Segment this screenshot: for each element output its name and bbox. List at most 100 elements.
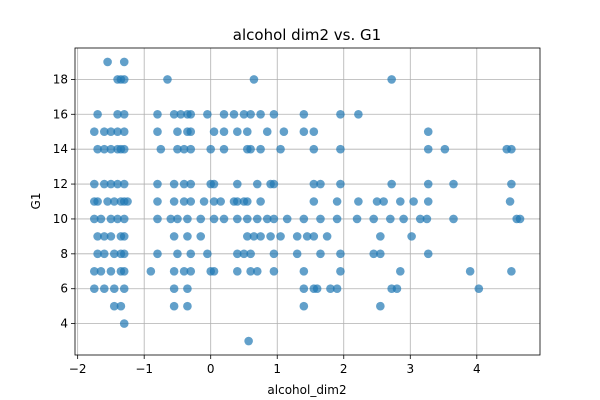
scatter-point — [89, 127, 99, 137]
scatter-point — [302, 232, 312, 241]
scatter-point — [242, 232, 252, 241]
scatter-point — [396, 266, 405, 276]
scatter-point — [282, 214, 292, 224]
scatter-point — [332, 197, 342, 206]
y-tick-label: 6 — [60, 282, 68, 296]
scatter-point — [269, 266, 279, 276]
scatter-point — [392, 284, 402, 294]
scatter-point — [376, 232, 385, 241]
scatter-point — [336, 144, 345, 154]
scatter-point — [109, 284, 119, 294]
scatter-point — [179, 266, 189, 276]
scatter-point — [119, 232, 129, 241]
scatter-point — [119, 144, 129, 154]
scatter-point — [309, 127, 319, 137]
scatter-point — [153, 127, 162, 137]
scatter-point — [99, 127, 109, 137]
scatter-point — [229, 109, 239, 119]
scatter-point — [515, 214, 525, 224]
scatter-point — [119, 127, 129, 137]
scatter-point — [96, 266, 106, 276]
scatter-point — [169, 284, 179, 294]
scatter-point — [505, 197, 515, 206]
scatter-point — [299, 301, 309, 311]
scatter-point — [396, 197, 405, 206]
scatter-point — [292, 249, 302, 259]
scatter-point — [106, 144, 116, 154]
scatter-point — [219, 214, 229, 224]
x-tick-label: 1 — [273, 362, 281, 376]
scatter-point — [183, 284, 192, 294]
scatter-point — [173, 127, 182, 137]
scatter-point — [106, 127, 116, 137]
scatter-point — [219, 109, 229, 119]
scatter-point — [103, 197, 112, 206]
y-tick-label: 8 — [60, 247, 68, 261]
x-tick-label: 2 — [340, 362, 348, 376]
scatter-point — [354, 197, 363, 206]
scatter-point — [233, 214, 242, 224]
scatter-point — [96, 214, 106, 224]
scatter-point — [196, 214, 206, 224]
scatter-point — [186, 179, 196, 189]
scatter-point — [423, 127, 433, 137]
chart-title: alcohol dim2 vs. G1 — [233, 26, 381, 44]
scatter-point — [186, 249, 196, 259]
scatter-point — [423, 249, 433, 259]
scatter-point — [246, 249, 255, 259]
x-tick-label: −1 — [135, 362, 153, 376]
scatter-point — [163, 75, 172, 84]
scatter-point — [89, 179, 99, 189]
scatter-point — [173, 214, 182, 224]
y-axis-label: G1 — [29, 193, 43, 210]
scatter-point — [169, 232, 179, 241]
scatter-point — [109, 197, 119, 206]
scatter-point — [153, 214, 162, 224]
scatter-point — [99, 232, 109, 241]
scatter-point — [233, 266, 242, 276]
scatter-point — [233, 197, 242, 206]
scatter-point — [99, 284, 109, 294]
scatter-point — [209, 197, 219, 206]
scatter-point — [379, 197, 388, 206]
scatter-point — [376, 249, 385, 259]
scatter-point — [89, 214, 99, 224]
scatter-point — [103, 57, 112, 67]
scatter-point — [173, 249, 182, 259]
scatter-point — [93, 232, 102, 241]
scatter-point — [113, 214, 122, 224]
scatter-point — [119, 214, 129, 224]
scatter-point — [316, 249, 325, 259]
scatter-point — [407, 232, 416, 241]
scatter-point — [292, 232, 302, 241]
scatter-point — [99, 179, 109, 189]
scatter-point — [440, 144, 450, 154]
scatter-point — [119, 284, 129, 294]
y-tick-label: 10 — [53, 212, 68, 226]
scatter-point — [279, 127, 289, 137]
x-tick-label: 0 — [207, 362, 215, 376]
scatter-point — [242, 214, 252, 224]
scatter-point — [106, 232, 116, 241]
scatter-point — [153, 249, 162, 259]
scatter-point — [209, 214, 219, 224]
scatter-point — [119, 249, 129, 259]
scatter-point — [376, 301, 385, 311]
scatter-point — [386, 214, 395, 224]
plot-frame — [74, 47, 541, 356]
scatter-point — [242, 197, 252, 206]
y-tick-label: 4 — [60, 317, 68, 331]
scatter-point — [199, 197, 209, 206]
scatter-point — [252, 214, 262, 224]
scatter-point — [269, 179, 279, 189]
scatter-point — [169, 109, 179, 119]
scatter-point — [186, 127, 196, 137]
scatter-point — [316, 214, 325, 224]
scatter-point — [233, 127, 242, 137]
scatter-point — [169, 179, 179, 189]
scatter-point — [93, 197, 102, 206]
x-axis-label: alcohol_dim2 — [267, 383, 346, 397]
scatter-point — [196, 232, 206, 241]
